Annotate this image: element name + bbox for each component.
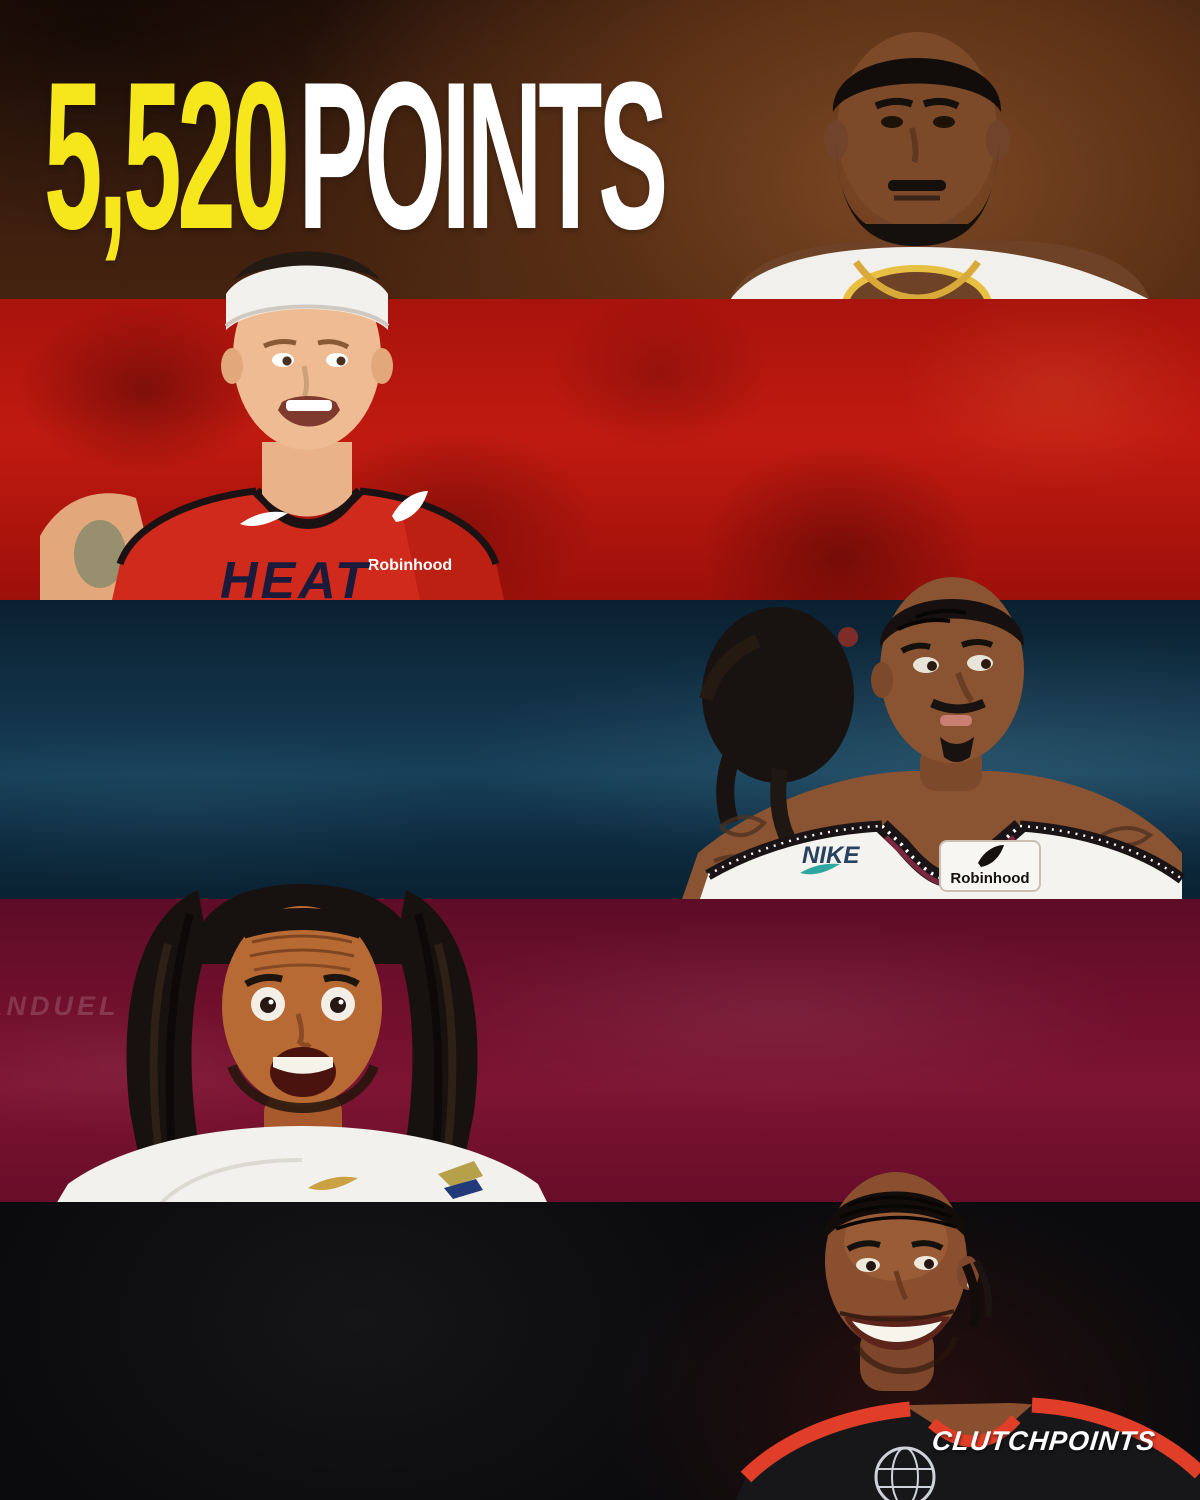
player-3-photo: NIKE Robinhood xyxy=(680,577,1186,905)
raptors-globe-icon xyxy=(874,1446,936,1500)
nike-swoosh-icon xyxy=(800,863,840,875)
fanduel-signage: FANDUEL xyxy=(0,991,120,1021)
player-1-body xyxy=(730,32,1150,300)
nike-swoosh-icon xyxy=(240,511,288,526)
stat-row-1: 5,520 POINTS xyxy=(44,38,668,273)
player-3-body: NIKE Robinhood xyxy=(680,577,1186,905)
player-1-chain xyxy=(853,259,981,300)
player-5-jersey xyxy=(736,1405,1200,1500)
player-1-photo xyxy=(730,32,1150,300)
heat-wordmark: HEAT xyxy=(220,552,371,600)
nike-swoosh-icon xyxy=(308,1176,358,1191)
player-3-jersey xyxy=(698,826,1182,905)
player-5-body xyxy=(736,1172,1200,1500)
team-emblem xyxy=(438,1161,483,1199)
row-4-band: FANDUEL xyxy=(0,884,1200,1204)
player-1-hair xyxy=(832,58,1002,112)
player-3-hair xyxy=(879,599,1025,647)
points-value-1: 5,520 xyxy=(44,38,290,273)
player-2-photo: Robinhood HEAT xyxy=(40,251,504,600)
player-5-photo xyxy=(736,1172,1200,1500)
robinhood-logo: Robinhood xyxy=(368,491,452,574)
player-2-headband xyxy=(226,265,388,330)
svg-text:Robinhood: Robinhood xyxy=(950,870,1029,887)
robinhood-patch: Robinhood xyxy=(939,840,1041,892)
row-5-band: 7,622 POINTS CLUTCHPOINTS xyxy=(0,1172,1200,1500)
points-label-1: POINTS xyxy=(298,38,668,273)
row-1-band: 5,520 POINTS xyxy=(0,0,1200,300)
player-4-photo xyxy=(56,884,548,1204)
player-2-body: Robinhood HEAT xyxy=(40,251,504,600)
player-3-dreads xyxy=(699,607,858,843)
nike-wordmark: NIKE xyxy=(800,842,860,875)
player-4-jersey xyxy=(56,1126,548,1204)
svg-text:Robinhood: Robinhood xyxy=(368,557,452,574)
player-4-body xyxy=(56,884,548,1204)
clutchpoints-watermark: CLUTCHPOINTS xyxy=(929,1426,1157,1456)
player-5-cornrows xyxy=(823,1191,993,1328)
